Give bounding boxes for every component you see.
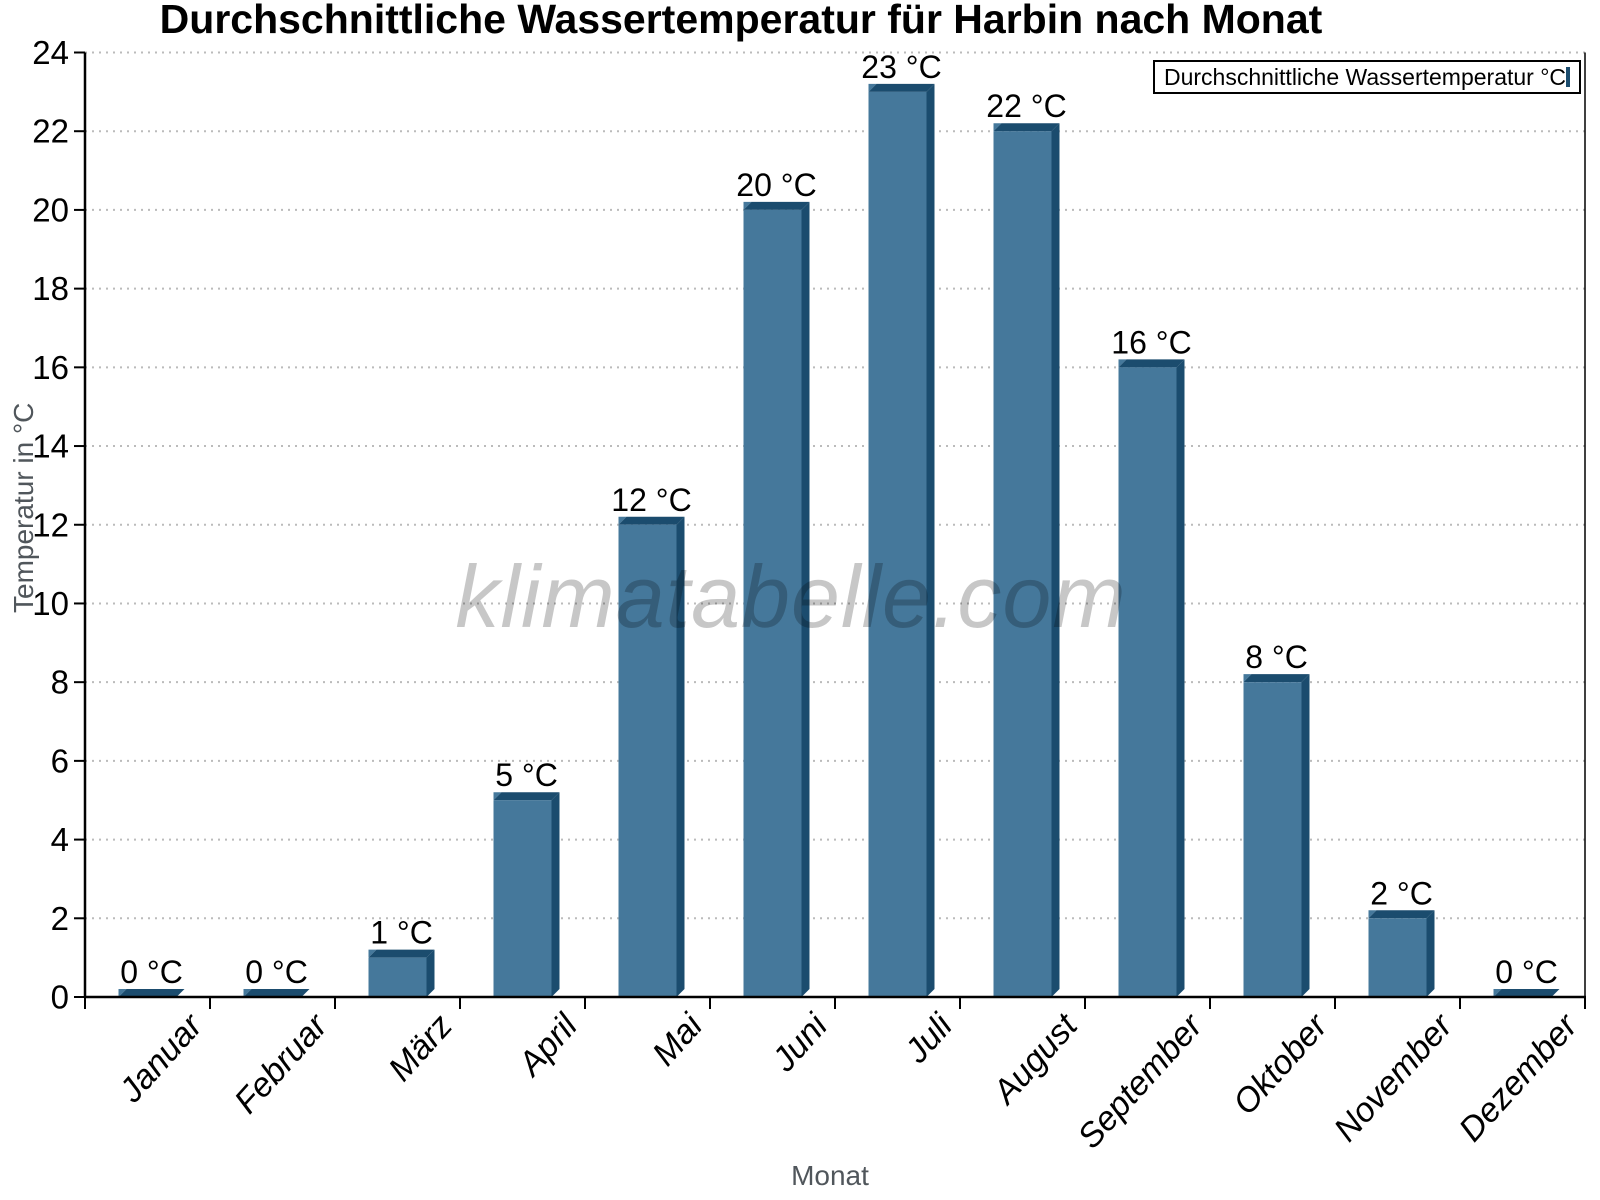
bar-september bbox=[1118, 359, 1185, 997]
x-tick-label-mai: Mai bbox=[645, 1006, 711, 1073]
x-tick-label-märz: März bbox=[381, 1007, 460, 1089]
bars bbox=[118, 83, 1560, 998]
y-tick-label: 20 bbox=[32, 191, 69, 228]
x-tick-labels: Januar Februar März April Mai Juni Juli AugustS… bbox=[111, 1006, 1586, 1156]
y-tick-label: 6 bbox=[51, 742, 69, 779]
chart-title: Durchschnittliche Wassertemperatur für H… bbox=[159, 0, 1323, 42]
y-tick-label: 4 bbox=[51, 821, 69, 858]
bar-mai bbox=[618, 516, 685, 997]
legend-label: Durchschnittliche Wassertemperatur °C bbox=[1164, 63, 1567, 90]
x-tick-label-september: September bbox=[1070, 1006, 1211, 1156]
y-tick-label: 14 bbox=[32, 428, 69, 465]
value-label-märz: 1 °C bbox=[370, 915, 433, 951]
x-tick-label-august: August bbox=[985, 1006, 1086, 1113]
x-axis-ticks bbox=[84, 997, 1586, 1009]
gridlines bbox=[85, 51, 1585, 998]
legend-swatch-icon bbox=[1566, 67, 1571, 87]
x-tick-label-februar: Februar bbox=[227, 1006, 336, 1121]
y-tick-label: 10 bbox=[32, 585, 69, 622]
x-tick-label-april: April bbox=[510, 1006, 586, 1085]
bar-juni bbox=[743, 201, 810, 997]
x-tick-label-juni: Juni bbox=[764, 1006, 836, 1080]
bar-juli bbox=[868, 83, 935, 997]
value-label-august: 22 °C bbox=[986, 88, 1066, 124]
y-tick-label: 0 bbox=[51, 979, 69, 1016]
y-tick-label: 8 bbox=[51, 664, 69, 701]
value-label-januar: 0 °C bbox=[120, 954, 183, 990]
x-tick-label-oktober: Oktober bbox=[1226, 1006, 1336, 1123]
value-label-april: 5 °C bbox=[495, 757, 558, 793]
value-label-november: 2 °C bbox=[1370, 875, 1433, 911]
value-label-september: 16 °C bbox=[1111, 324, 1191, 360]
x-tick-label-november: November bbox=[1327, 1006, 1461, 1149]
x-tick-label-dezember: Dezember bbox=[1452, 1006, 1586, 1149]
bar-april bbox=[493, 792, 560, 997]
y-tick-label: 24 bbox=[32, 34, 69, 71]
bar-februar bbox=[243, 989, 310, 997]
value-label-juni: 20 °C bbox=[736, 167, 816, 203]
legend: Durchschnittliche Wassertemperatur °C bbox=[1153, 60, 1581, 94]
bar-august bbox=[993, 123, 1060, 998]
bar-oktober bbox=[1243, 674, 1310, 997]
y-axis-title: Temperatur in °C bbox=[8, 402, 39, 613]
y-tick-label: 18 bbox=[32, 270, 69, 307]
value-label-februar: 0 °C bbox=[245, 954, 308, 990]
y-tick-label: 2 bbox=[51, 900, 69, 937]
x-tick-label-januar: Januar bbox=[111, 1006, 211, 1111]
value-label-juli: 23 °C bbox=[861, 49, 941, 85]
bar-märz bbox=[368, 949, 435, 997]
bar-november bbox=[1368, 910, 1435, 997]
bar-dezember bbox=[1493, 989, 1560, 997]
value-label-mai: 12 °C bbox=[611, 482, 691, 518]
x-tick-label-juli: Juli bbox=[897, 1006, 961, 1071]
bar-januar bbox=[118, 989, 185, 997]
value-label-dezember: 0 °C bbox=[1495, 954, 1558, 990]
y-tick-label: 22 bbox=[32, 113, 69, 150]
value-labels: 0 °C 0 °C 1 °C 5 °C 12 °C 20 °C 23 °C 22 °C 16 °… bbox=[120, 49, 1558, 990]
x-axis-title: Monat bbox=[791, 1160, 869, 1191]
y-tick-label: 12 bbox=[32, 506, 69, 543]
value-label-oktober: 8 °C bbox=[1245, 639, 1308, 675]
y-tick-label: 16 bbox=[32, 349, 69, 386]
